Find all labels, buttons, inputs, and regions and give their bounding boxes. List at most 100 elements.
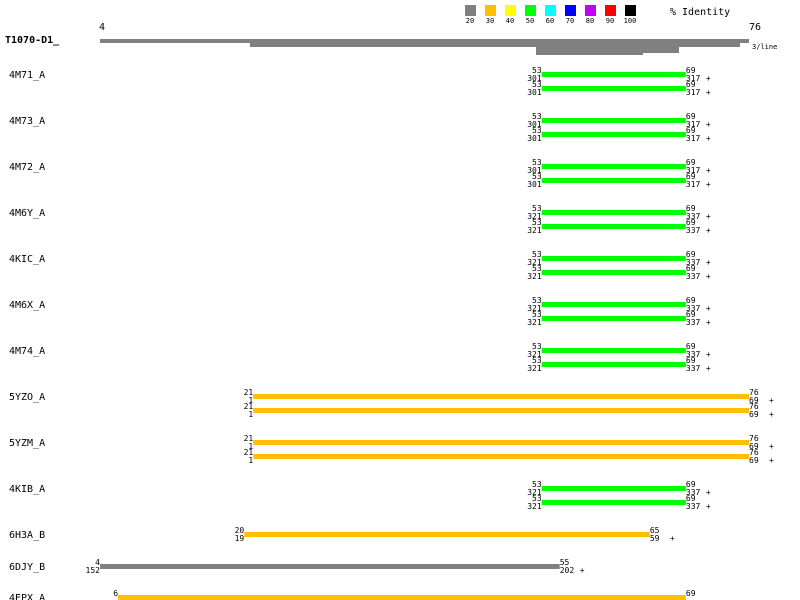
- query-start-label: 53: [532, 296, 542, 305]
- query-start-label: 53: [532, 250, 542, 259]
- query-name: T1070-D1_: [5, 35, 60, 46]
- strand-plus-icon: +: [706, 488, 711, 497]
- strand-plus-icon: +: [769, 456, 774, 465]
- query-start-label: 53: [532, 494, 542, 503]
- subject-start-label: 152: [86, 566, 101, 575]
- legend-swatch-100: [625, 5, 636, 16]
- strand-plus-icon: +: [706, 134, 711, 143]
- subject-end-label: 69: [749, 442, 759, 451]
- alignment-bar: [541, 178, 686, 183]
- strand-plus-icon: +: [769, 410, 774, 419]
- hit-name: 4M74_A: [9, 346, 45, 357]
- query-end-label: 76: [749, 388, 759, 397]
- legend-label-50: 50: [526, 17, 534, 25]
- alignment-bar: [541, 118, 686, 123]
- strand-plus-icon: +: [706, 226, 711, 235]
- hit-row: 4M72_A 53 69 301 317 +53 69 301 317 +: [9, 158, 711, 189]
- hit-row: 4M6X_A 53 69 321 337 +53 69 321 337 +: [9, 296, 711, 327]
- query-end-label: 69: [686, 342, 696, 351]
- hit-row: 4KIB_A 53 69 321 337 +53 69 321 337 +: [9, 480, 711, 511]
- hit-row: 4KIC_A 53 69 321 337 +53 69 321 337 +: [9, 250, 711, 281]
- query-end-label: 69: [686, 480, 696, 489]
- alignment-bar: [244, 532, 650, 537]
- subject-start-label: 1: [248, 442, 253, 451]
- query-end-label: 69: [686, 218, 696, 227]
- query-start-label: 53: [532, 204, 542, 213]
- query-end-label: 69: [686, 172, 696, 181]
- hit-name: 4M73_A: [9, 116, 45, 127]
- alignment-bar: [541, 224, 686, 229]
- hit-name: 4KIB_A: [9, 484, 45, 495]
- strand-plus-icon: +: [706, 180, 711, 189]
- query-end: 76: [749, 22, 761, 33]
- subject-end-label: 337: [686, 304, 701, 313]
- query-start-label: 21: [244, 434, 254, 443]
- subject-start-label: 1: [248, 456, 253, 465]
- legend-swatch-70: [565, 5, 576, 16]
- alignment-bar: [541, 316, 686, 321]
- query-start-label: 53: [532, 112, 542, 121]
- alignment-bar: [118, 595, 686, 600]
- query-start-label: 53: [532, 310, 542, 319]
- query-end-label: 69: [686, 356, 696, 365]
- alignment-bar: [541, 362, 686, 367]
- query-end-label: 76: [749, 448, 759, 457]
- subject-end-label: 317: [686, 88, 701, 97]
- query-start-label: 53: [532, 80, 542, 89]
- hit-name: 6H3A_B: [9, 530, 45, 541]
- strand-plus-icon: +: [706, 74, 711, 83]
- legend-swatch-20: [465, 5, 476, 16]
- strand-plus-icon: +: [769, 442, 774, 451]
- subject-start-label: 321: [527, 488, 542, 497]
- query-start: 4: [99, 22, 105, 33]
- strand-plus-icon: +: [706, 272, 711, 281]
- query-end-label: 69: [686, 126, 696, 135]
- legend-swatch-80: [585, 5, 596, 16]
- query-end-label: 55: [560, 558, 570, 567]
- hit-name: 4EPX_A: [9, 593, 45, 600]
- hit-row: 4M6Y_A 53 69 321 337 +53 69 321 337 +: [9, 204, 711, 235]
- query-end-label: 69: [686, 158, 696, 167]
- subject-start-label: 321: [527, 258, 542, 267]
- query-start-label: 53: [532, 264, 542, 273]
- subject-end-label: 317: [686, 166, 701, 175]
- strand-plus-icon: +: [706, 166, 711, 175]
- subject-end-label: 337: [686, 350, 701, 359]
- subject-end-label: 317: [686, 134, 701, 143]
- query-end-label: 69: [686, 80, 696, 89]
- subject-start-label: 301: [527, 88, 542, 97]
- subject-end-label: 202: [560, 566, 575, 575]
- subject-start-label: 321: [527, 226, 542, 235]
- legend-swatch-90: [605, 5, 616, 16]
- query-start-label: 6: [113, 589, 118, 598]
- subject-end-label: 337: [686, 258, 701, 267]
- query-start-label: 53: [532, 218, 542, 227]
- legend-label-80: 80: [586, 17, 594, 25]
- hit-name: 4M71_A: [9, 70, 45, 81]
- query-start-label: 53: [532, 66, 542, 75]
- strand-plus-icon: +: [706, 304, 711, 313]
- query-end-label: 69: [686, 66, 696, 75]
- alignment-bar: [541, 500, 686, 505]
- query-end-label: 76: [749, 434, 759, 443]
- query-end-label: 76: [749, 402, 759, 411]
- subject-end-label: 317: [686, 74, 701, 83]
- subject-start-label: 301: [527, 180, 542, 189]
- subject-start-label: 321: [527, 350, 542, 359]
- query-track: T1070-D1_ 4 76 3/line: [5, 22, 777, 55]
- alignment-bar: [541, 132, 686, 137]
- query-end-label: 69: [686, 204, 696, 213]
- subject-start-label: 301: [527, 74, 542, 83]
- subject-start-label: 321: [527, 272, 542, 281]
- query-start-label: 53: [532, 126, 542, 135]
- query-start-label: 21: [244, 402, 254, 411]
- strand-plus-icon: +: [580, 566, 585, 575]
- query-start-label: 53: [532, 172, 542, 181]
- subject-start-label: 321: [527, 502, 542, 511]
- query-end-label: 69: [686, 310, 696, 319]
- subject-end-label: 337: [686, 502, 701, 511]
- subject-end-label: 317: [686, 180, 701, 189]
- subject-start-label: 301: [527, 166, 542, 175]
- query-start-label: 4: [95, 558, 100, 567]
- strand-plus-icon: +: [706, 120, 711, 129]
